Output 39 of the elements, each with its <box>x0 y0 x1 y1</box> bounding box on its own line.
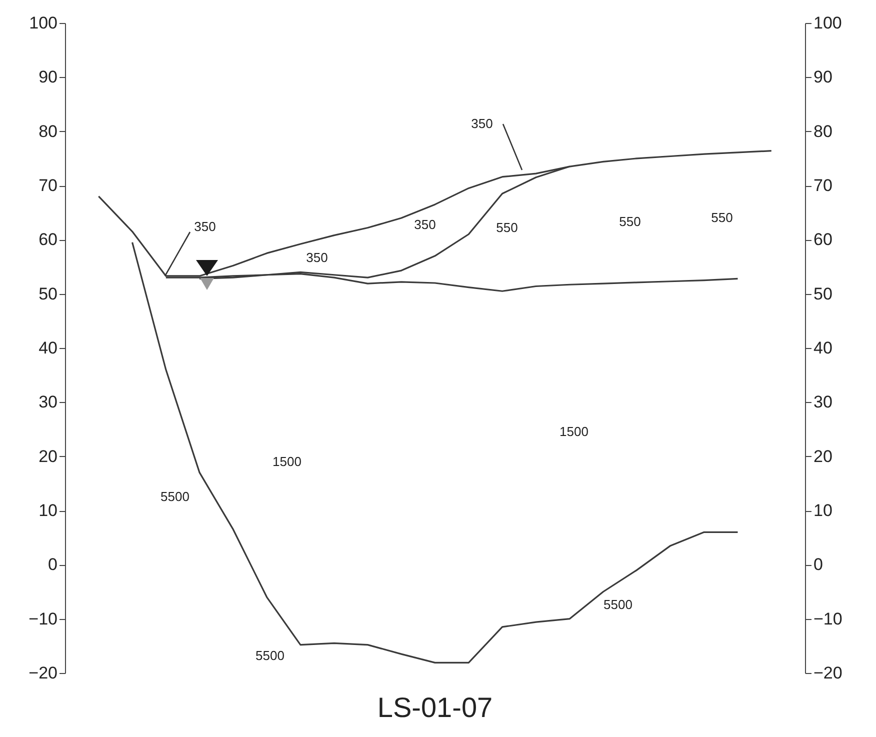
annotation: 350 <box>194 219 216 234</box>
y-tick-label: 0 <box>48 555 58 574</box>
annotation: 5500 <box>256 648 284 663</box>
y-tick-label: 40 <box>38 338 58 358</box>
annotation: 1500 <box>272 454 302 469</box>
annotation: 1500 <box>560 424 588 439</box>
annotation: 550 <box>711 210 733 225</box>
y2-tick-label: −10 <box>814 609 842 628</box>
y-tick-label: 60 <box>38 230 58 250</box>
y2-tick-label: 30 <box>814 392 832 412</box>
annotation: 550 <box>619 214 641 229</box>
annotation: 5500 <box>160 489 190 504</box>
y2-tick-label: 50 <box>814 284 832 304</box>
y2-tick-label: −20 <box>814 664 842 682</box>
y2-tick-label: 80 <box>814 122 832 141</box>
annotation: 5500 <box>604 597 632 612</box>
y-tick-label: 80 <box>38 122 58 141</box>
y2-tick-label: 0 <box>814 555 823 574</box>
annotation: 350 <box>306 250 328 265</box>
y2-tick-label: 40 <box>814 338 832 358</box>
y2-tick-label: 10 <box>814 501 832 520</box>
y-tick-label: 50 <box>38 284 58 304</box>
y-tick-label: 20 <box>38 446 58 466</box>
y2-tick-label: 60 <box>814 230 832 250</box>
annotation: 350 <box>414 217 436 232</box>
text: LS-01-07 <box>377 692 493 723</box>
y-tick-label: −20 <box>28 664 58 682</box>
y2-tick-label: 100 <box>814 14 842 32</box>
y-tick-label: 10 <box>38 501 58 520</box>
annotation: 550 <box>496 220 518 235</box>
y-tick-label: −10 <box>28 609 58 628</box>
y-tick-label: 100 <box>29 14 58 32</box>
y2-tick-label: 90 <box>814 68 832 87</box>
y-tick-label: 70 <box>38 176 58 195</box>
y-tick-label: 90 <box>38 68 58 87</box>
y2-tick-label: 70 <box>814 176 832 195</box>
y2-tick-label: 20 <box>814 446 832 466</box>
annotation: 350 <box>471 116 493 131</box>
y-tick-label: 30 <box>38 392 58 412</box>
